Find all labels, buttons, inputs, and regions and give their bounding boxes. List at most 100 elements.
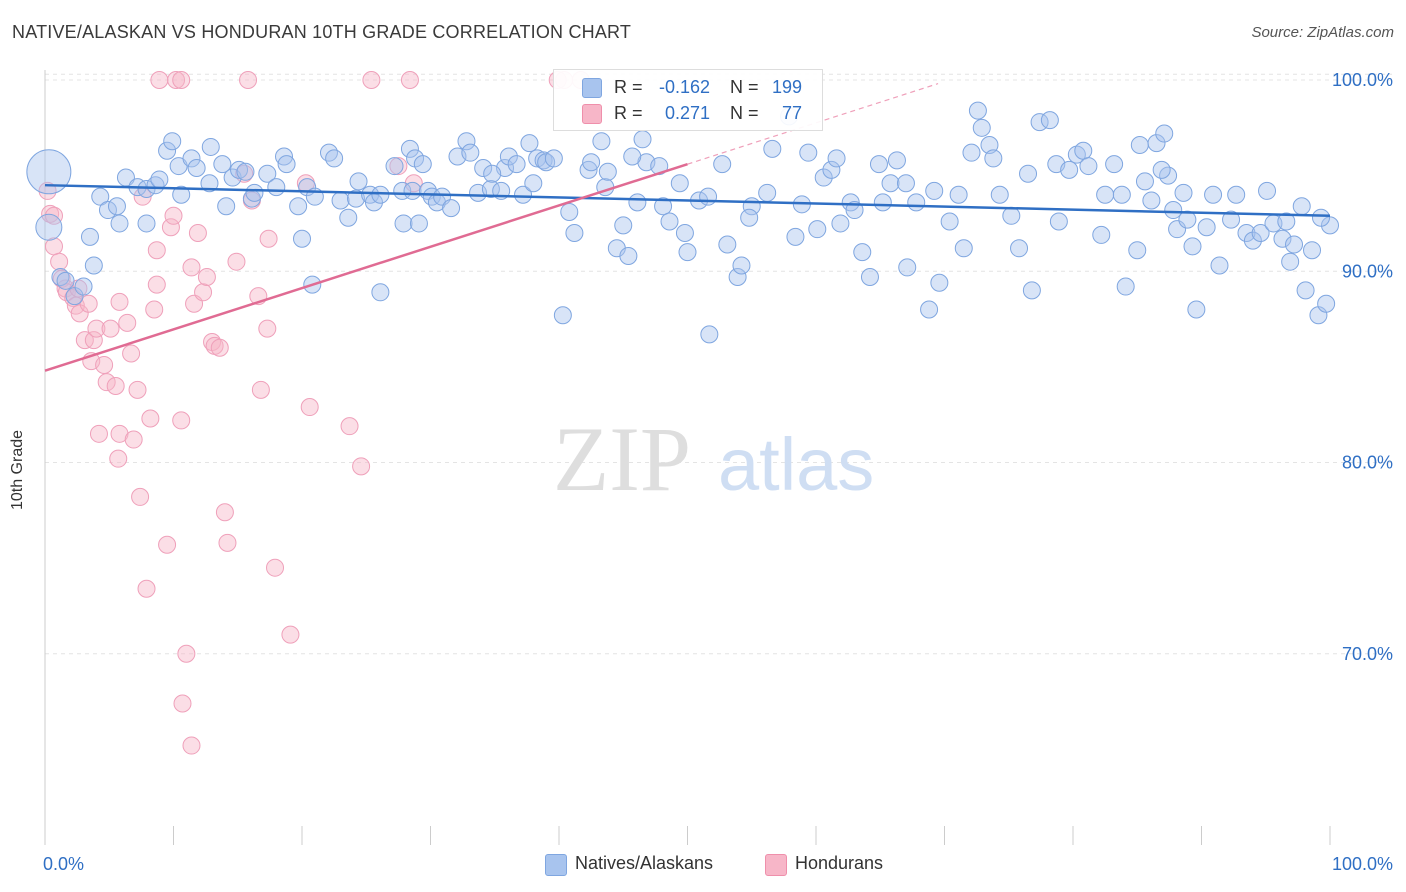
data-point-natives — [718, 235, 737, 254]
watermark: ZIP atlas — [553, 408, 874, 510]
stats-r-label: R = — [614, 77, 643, 97]
data-point-hondurans — [79, 294, 98, 313]
data-point-hondurans — [97, 373, 116, 392]
data-point-natives — [1197, 218, 1216, 237]
data-point-natives — [74, 277, 93, 296]
data-point-natives — [1277, 212, 1296, 231]
data-point-natives — [394, 214, 413, 233]
data-point-natives — [972, 118, 991, 137]
data-point-natives — [371, 283, 390, 302]
data-point-natives — [110, 214, 129, 233]
data-point-natives — [158, 141, 177, 160]
data-point-hondurans — [101, 319, 120, 338]
data-point-natives — [740, 208, 759, 227]
data-point-natives — [675, 224, 694, 242]
data-point-natives — [277, 155, 296, 174]
data-point-natives — [1092, 225, 1111, 244]
data-point-natives — [699, 187, 718, 206]
data-point-natives — [409, 214, 428, 233]
data-point-natives — [182, 149, 201, 168]
data-point-hondurans — [340, 417, 359, 436]
data-point-natives — [474, 158, 493, 177]
data-point-natives — [887, 151, 906, 170]
data-point-hondurans — [147, 241, 166, 260]
data-point-natives — [660, 212, 679, 231]
data-point-natives — [930, 273, 949, 292]
data-point-natives — [65, 287, 84, 306]
data-point-natives — [1079, 157, 1098, 176]
data-point-hondurans — [172, 71, 191, 89]
data-point-natives — [1164, 201, 1183, 220]
data-point-natives — [150, 170, 169, 189]
data-point-natives — [163, 132, 182, 151]
trend-line-natives — [44, 183, 1331, 218]
stats-r-value: -0.162 — [658, 77, 710, 97]
data-point-hondurans — [95, 355, 114, 374]
data-point-natives — [1183, 237, 1202, 256]
data-point-natives — [371, 185, 390, 204]
data-point-natives — [267, 178, 286, 197]
stats-n-label: N = — [730, 103, 759, 123]
y-tick-label: 70.0% — [1342, 644, 1393, 664]
stats-n-label: N = — [730, 77, 759, 97]
data-point-hondurans — [158, 535, 177, 554]
y-tick-label: 80.0% — [1342, 453, 1393, 473]
data-point-natives — [954, 239, 973, 258]
data-point-natives — [1312, 208, 1331, 227]
data-point-natives — [56, 271, 75, 290]
data-point-natives — [230, 160, 249, 179]
data-point-hondurans — [194, 283, 213, 302]
trend-line-hondurans — [44, 162, 688, 372]
data-point-hondurans — [141, 409, 160, 428]
data-point-hondurans — [110, 292, 129, 311]
data-point-natives — [920, 300, 939, 319]
tick-labels: 70.0% 80.0% 90.0% 100.0% 0.0% 100.0% — [43, 70, 1393, 874]
data-point-hondurans — [150, 71, 169, 89]
data-point-natives — [1130, 136, 1149, 155]
data-point-natives — [461, 143, 480, 162]
x-tick-label: 0.0% — [43, 854, 84, 874]
data-point-natives — [898, 258, 917, 277]
data-point-hondurans — [215, 503, 234, 522]
data-point-natives — [1019, 164, 1038, 183]
data-point-natives — [201, 137, 220, 156]
data-point-natives — [1251, 224, 1270, 242]
data-point-natives — [598, 162, 617, 181]
data-point-natives — [217, 197, 236, 216]
legend-label: Natives/Alaskans — [575, 853, 714, 873]
data-point-hondurans — [197, 267, 216, 286]
data-point-natives — [213, 155, 232, 174]
data-point-hondurans — [167, 71, 186, 89]
data-point-natives — [582, 153, 601, 172]
data-point-natives — [623, 147, 642, 166]
data-point-natives — [758, 183, 777, 202]
data-point-hondurans — [145, 300, 164, 319]
data-point-natives — [1002, 206, 1021, 225]
data-point-hondurans — [89, 424, 108, 443]
data-point-natives — [619, 246, 638, 265]
data-point-natives — [592, 132, 611, 151]
data-point-hondurans — [239, 71, 258, 89]
data-point-hondurans — [362, 71, 381, 89]
data-point-natives — [949, 185, 968, 204]
data-point-natives — [799, 143, 818, 162]
data-point-hondurans — [188, 224, 207, 242]
data-point-natives — [1135, 172, 1154, 191]
data-point-natives — [1074, 141, 1093, 160]
data-point-natives — [413, 155, 432, 174]
data-point-natives — [678, 243, 697, 262]
legend-swatch-blue — [545, 854, 567, 876]
data-point-natives — [499, 147, 518, 166]
data-point-hondurans — [147, 275, 166, 294]
data-point-natives — [822, 160, 841, 179]
data-point-natives — [1258, 181, 1277, 200]
data-point-natives — [763, 139, 782, 158]
data-point-natives — [650, 157, 669, 176]
data-point-natives — [1187, 300, 1206, 319]
data-point-hondurans — [281, 625, 300, 644]
data-point-hondurans — [84, 331, 103, 350]
data-point-natives — [1273, 229, 1292, 248]
data-point-natives — [896, 174, 915, 193]
data-point-natives — [881, 174, 900, 193]
data-point-natives — [349, 172, 368, 191]
